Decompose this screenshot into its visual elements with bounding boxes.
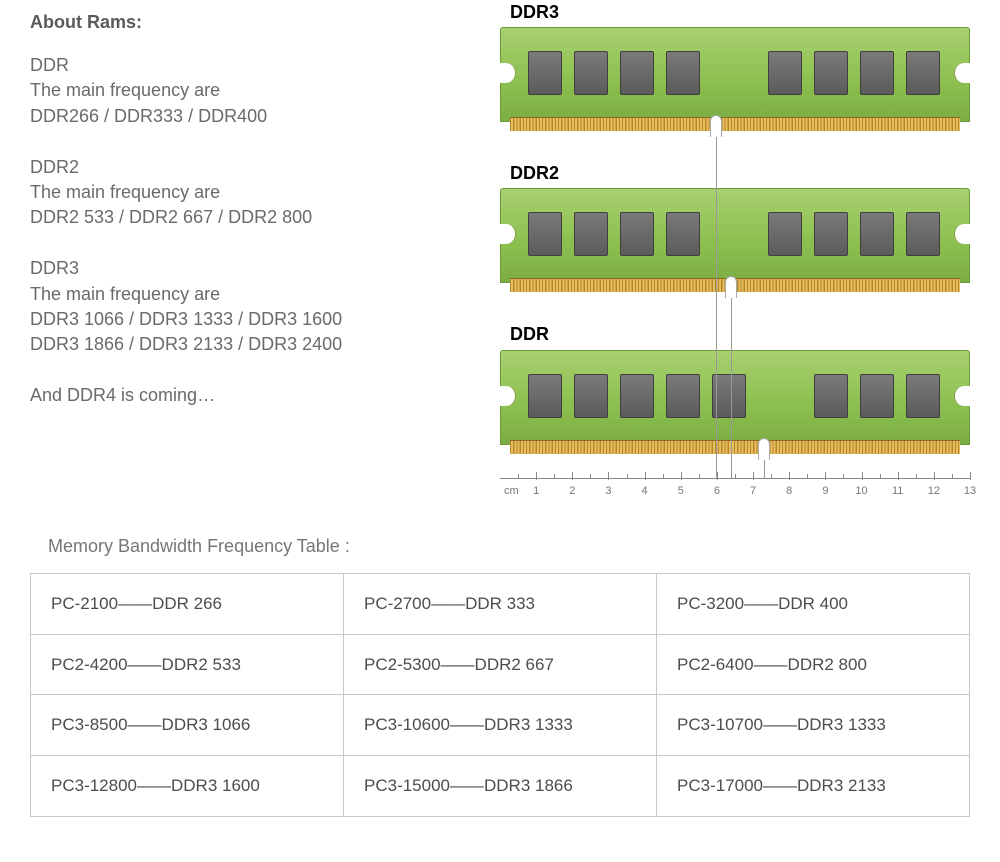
table-cell: PC3-12800——DDR3 1600 xyxy=(31,756,344,817)
table-cell: PC2-4200——DDR2 533 xyxy=(31,634,344,695)
about-block-ddr3: DDR3The main frequency areDDR3 1066 / DD… xyxy=(30,256,500,357)
notch-guide-line xyxy=(731,298,732,477)
ruler-tick-label: 5 xyxy=(678,484,684,499)
ram-chip xyxy=(666,212,700,256)
ram-chip xyxy=(666,51,700,95)
table-row: PC-2100——DDR 266PC-2700——DDR 333PC-3200—… xyxy=(31,573,970,634)
ram-chip xyxy=(620,212,654,256)
table-cell: PC3-17000——DDR3 2133 xyxy=(657,756,970,817)
ram-chip xyxy=(906,212,940,256)
table-title: Memory Bandwidth Frequency Table : xyxy=(48,534,970,559)
ram-chip xyxy=(814,374,848,418)
ram-chip xyxy=(814,51,848,95)
notch-guide-line xyxy=(764,460,765,478)
ram-label-ddr3: DDR3 xyxy=(510,0,1000,25)
ram-stick-ddr xyxy=(500,350,970,460)
table-row: PC3-12800——DDR3 1600PC3-15000——DDR3 1866… xyxy=(31,756,970,817)
ruler-tick-label: 12 xyxy=(928,484,940,499)
ram-stick-ddr2 xyxy=(500,188,970,298)
ram-chip xyxy=(574,212,608,256)
key-notch xyxy=(725,276,737,298)
block-subtitle: The main frequency are xyxy=(30,282,500,307)
ram-chip xyxy=(814,212,848,256)
table-row: PC3-8500——DDR3 1066PC3-10600——DDR3 1333P… xyxy=(31,695,970,756)
ram-label-ddr: DDR xyxy=(510,322,1000,347)
ram-chip xyxy=(860,51,894,95)
ram-chip xyxy=(712,374,746,418)
table-cell: PC3-8500——DDR3 1066 xyxy=(31,695,344,756)
ruler-tick-label: 1 xyxy=(533,484,539,499)
ram-chip xyxy=(528,374,562,418)
about-text-column: About Rams: DDRThe main frequency areDDR… xyxy=(0,0,500,516)
ruler-tick-label: 9 xyxy=(822,484,828,499)
table-cell: PC3-10600——DDR3 1333 xyxy=(344,695,657,756)
about-heading: About Rams: xyxy=(30,10,500,35)
ram-chip xyxy=(906,51,940,95)
ruler-tick-label: 8 xyxy=(786,484,792,499)
key-notch xyxy=(758,438,770,460)
ram-chip xyxy=(768,212,802,256)
table-cell: PC-2100——DDR 266 xyxy=(31,573,344,634)
ram-chip xyxy=(574,51,608,95)
block-line: DDR266 / DDR333 / DDR400 xyxy=(30,104,500,129)
about-block-ddr2: DDR2The main frequency areDDR2 533 / DDR… xyxy=(30,155,500,231)
ruler-tick-label: 10 xyxy=(855,484,867,499)
table-cell: PC3-15000——DDR3 1866 xyxy=(344,756,657,817)
ruler-tick-label: 6 xyxy=(714,484,720,499)
bandwidth-table: PC-2100——DDR 266PC-2700——DDR 333PC-3200—… xyxy=(30,573,970,817)
block-type-label: DDR2 xyxy=(30,155,500,180)
block-type-label: DDR3 xyxy=(30,256,500,281)
block-type-label: DDR xyxy=(30,53,500,78)
ram-chip xyxy=(620,51,654,95)
ram-chip xyxy=(666,374,700,418)
ram-chip xyxy=(906,374,940,418)
ram-chip xyxy=(528,51,562,95)
table-row: PC2-4200——DDR2 533PC2-5300——DDR2 667PC2-… xyxy=(31,634,970,695)
ram-chip xyxy=(528,212,562,256)
block-subtitle: The main frequency are xyxy=(30,78,500,103)
ram-stick-ddr3 xyxy=(500,27,970,137)
ruler-tick-label: 11 xyxy=(892,484,903,499)
table-cell: PC2-5300——DDR2 667 xyxy=(344,634,657,695)
block-subtitle: The main frequency are xyxy=(30,180,500,205)
about-block-ddr: DDRThe main frequency areDDR266 / DDR333… xyxy=(30,53,500,129)
table-cell: PC-2700——DDR 333 xyxy=(344,573,657,634)
ram-chip xyxy=(574,374,608,418)
table-cell: PC2-6400——DDR2 800 xyxy=(657,634,970,695)
ram-diagram-column: DDR3DDR2DDRcm12345678910111213 xyxy=(500,0,1000,516)
ruler: cm12345678910111213 xyxy=(500,472,970,516)
block-line: DDR2 533 / DDR2 667 / DDR2 800 xyxy=(30,205,500,230)
block-line: DDR3 1066 / DDR3 1333 / DDR3 1600 xyxy=(30,307,500,332)
ruler-unit-label: cm xyxy=(504,484,519,499)
table-cell: PC3-10700——DDR3 1333 xyxy=(657,695,970,756)
notch-guide-line xyxy=(716,137,717,477)
ruler-tick-label: 2 xyxy=(569,484,575,499)
key-notch xyxy=(710,115,722,137)
block-line: DDR3 1866 / DDR3 2133 / DDR3 2400 xyxy=(30,332,500,357)
ruler-tick-label: 13 xyxy=(964,484,976,499)
table-cell: PC-3200——DDR 400 xyxy=(657,573,970,634)
ram-chip xyxy=(768,51,802,95)
ram-chip xyxy=(620,374,654,418)
ram-chip xyxy=(860,212,894,256)
ruler-tick-label: 7 xyxy=(750,484,756,499)
ram-chip xyxy=(860,374,894,418)
about-footer: And DDR4 is coming… xyxy=(30,383,500,408)
ram-label-ddr2: DDR2 xyxy=(510,161,1000,186)
ruler-tick-label: 4 xyxy=(642,484,648,499)
ruler-tick-label: 3 xyxy=(605,484,611,499)
